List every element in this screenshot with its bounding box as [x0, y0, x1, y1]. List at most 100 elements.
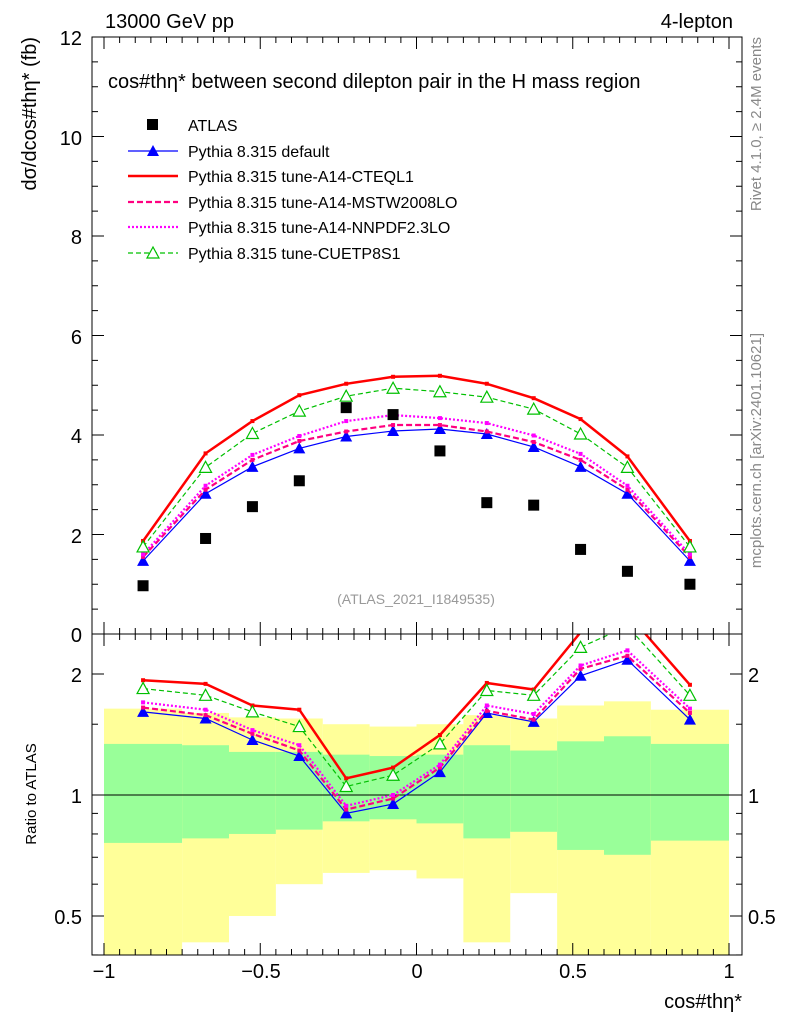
- band-green-bin: [275, 751, 323, 830]
- mc-point-nnpdf: [687, 552, 692, 557]
- mc-point-nnpdf: [141, 552, 146, 557]
- data-point: [387, 409, 399, 421]
- ratio-line-mstw: [142, 654, 691, 811]
- mc-point-mstw: [687, 554, 692, 559]
- ratio-point-default: [433, 766, 446, 778]
- ratio-point-nnpdf: [344, 803, 349, 808]
- x-tick-label: −0.5: [241, 961, 280, 983]
- mc-point-mstw: [531, 439, 536, 444]
- ratio-point-cuetp8s1: [386, 767, 401, 781]
- data-point: [293, 475, 305, 487]
- mc-point-default: [340, 430, 353, 442]
- mc-point-mstw: [578, 457, 583, 462]
- ratio-point-nnpdf: [484, 703, 489, 708]
- x-tick-label: 1: [723, 961, 734, 983]
- mc-point-cteql1: [484, 381, 489, 386]
- ratio-point-mstw: [484, 708, 489, 713]
- mc-point-cuetp8s1: [573, 426, 588, 440]
- mc-point-default: [387, 425, 400, 437]
- ratio-point-cteql1: [297, 707, 302, 712]
- mc-point-mstw: [250, 457, 255, 462]
- ratio-line-cteql1: [143, 634, 691, 780]
- data-point: [137, 580, 149, 592]
- rivet-label: Rivet 4.1.0, ≥ 2.4M events: [748, 37, 765, 211]
- y-tick-label: 12: [60, 28, 82, 50]
- ratio-point-nnpdf: [625, 648, 630, 653]
- mc-point-cuetp8s1: [136, 539, 151, 553]
- x-tick-label: −1: [93, 961, 116, 983]
- mc-point-cteql1: [578, 417, 583, 422]
- data-point: [575, 543, 587, 555]
- mc-line-default: [142, 428, 691, 562]
- ratio-line-nnpdf: [142, 649, 691, 808]
- mc-point-cteql1: [531, 396, 536, 401]
- ratio-point-cteql1: [437, 733, 442, 738]
- ratio-point-cteql1: [687, 682, 692, 687]
- mc-line-cteql1: [142, 374, 691, 542]
- ratio-point-mstw: [687, 710, 692, 715]
- mc-point-cteql1: [437, 373, 442, 378]
- mc-point-cuetp8s1: [620, 460, 635, 473]
- ratio-point-nnpdf: [250, 728, 255, 733]
- legend-marker-cuetp8s1: [145, 245, 161, 259]
- main-plot-area: [136, 373, 697, 592]
- mc-point-default: [574, 460, 587, 472]
- mc-point-default: [199, 487, 212, 499]
- mc-point-cteql1: [297, 393, 302, 398]
- mc-point-default: [433, 423, 446, 435]
- data-point: [340, 402, 352, 414]
- mc-point-cuetp8s1: [198, 460, 213, 473]
- ratio-point-mstw: [437, 765, 442, 770]
- mc-point-mstw: [344, 429, 349, 434]
- mc-point-nnpdf: [578, 451, 583, 456]
- ratio-axis-title: Ratio to ATLAS: [23, 743, 40, 844]
- mc-point-mstw: [437, 423, 442, 428]
- legend-label-default: Pythia 8.315 default: [188, 144, 330, 161]
- mc-line-mstw: [142, 423, 691, 558]
- legend: ATLAS Pythia 8.315 default Pythia 8.315 …: [128, 118, 457, 263]
- mc-point-mstw: [484, 429, 489, 434]
- ratio-point-default: [246, 734, 259, 746]
- mc-point-default: [527, 440, 540, 452]
- y-tick-label: 8: [71, 227, 82, 249]
- ratio-point-mstw: [141, 705, 146, 710]
- ratio-point-default: [387, 797, 400, 809]
- ratio-point-nnpdf: [578, 663, 583, 668]
- mc-point-cuetp8s1: [245, 426, 260, 440]
- ratio-tick-label: 2: [71, 665, 82, 687]
- legend-label-cteql1: Pythia 8.315 tune-A14-CTEQL1: [188, 169, 414, 186]
- legend-label-cuetp8s1: Pythia 8.315 tune-CUETP8S1: [188, 246, 401, 263]
- ratio-point-nnpdf: [437, 762, 442, 767]
- mc-point-cteql1: [625, 454, 630, 459]
- mc-point-nnpdf: [297, 433, 302, 438]
- mc-point-nnpdf: [203, 483, 208, 488]
- mc-point-nnpdf: [344, 419, 349, 424]
- mc-point-nnpdf: [250, 452, 255, 457]
- ratio-point-default: [574, 669, 587, 681]
- mc-point-cuetp8s1: [682, 539, 697, 553]
- ratio-point-default: [683, 713, 696, 725]
- legend-label-mstw: Pythia 8.315 tune-A14-MSTW2008LO: [188, 195, 457, 212]
- ratio-point-cuetp8s1: [136, 681, 151, 695]
- data-point: [621, 565, 633, 577]
- energy-label: 13000 GeV pp: [105, 11, 234, 33]
- x-tick-labels: −1 −0.5 0 0.5 1: [93, 961, 735, 983]
- legend-marker-data: [147, 119, 158, 130]
- ratio-tick-label: 0.5: [54, 907, 82, 929]
- ratio-point-cuetp8s1: [432, 736, 447, 750]
- mc-point-nnpdf: [437, 416, 442, 421]
- band-green-bin: [463, 745, 511, 839]
- ratio-point-mstw: [344, 807, 349, 812]
- y-tick-label: 2: [71, 526, 82, 548]
- ratio-point-cuetp8s1: [621, 620, 633, 631]
- ratio-line-default: [143, 659, 691, 815]
- ratio-point-cuetp8s1: [339, 779, 354, 793]
- data-point: [434, 445, 446, 457]
- y-tick-label: 10: [60, 128, 82, 150]
- mc-point-cuetp8s1: [292, 403, 307, 417]
- ratio-point-default: [137, 705, 150, 717]
- ratio-point-cteql1: [625, 611, 629, 615]
- band-green-bin: [650, 743, 729, 841]
- ratio-point-cuetp8s1: [292, 719, 307, 733]
